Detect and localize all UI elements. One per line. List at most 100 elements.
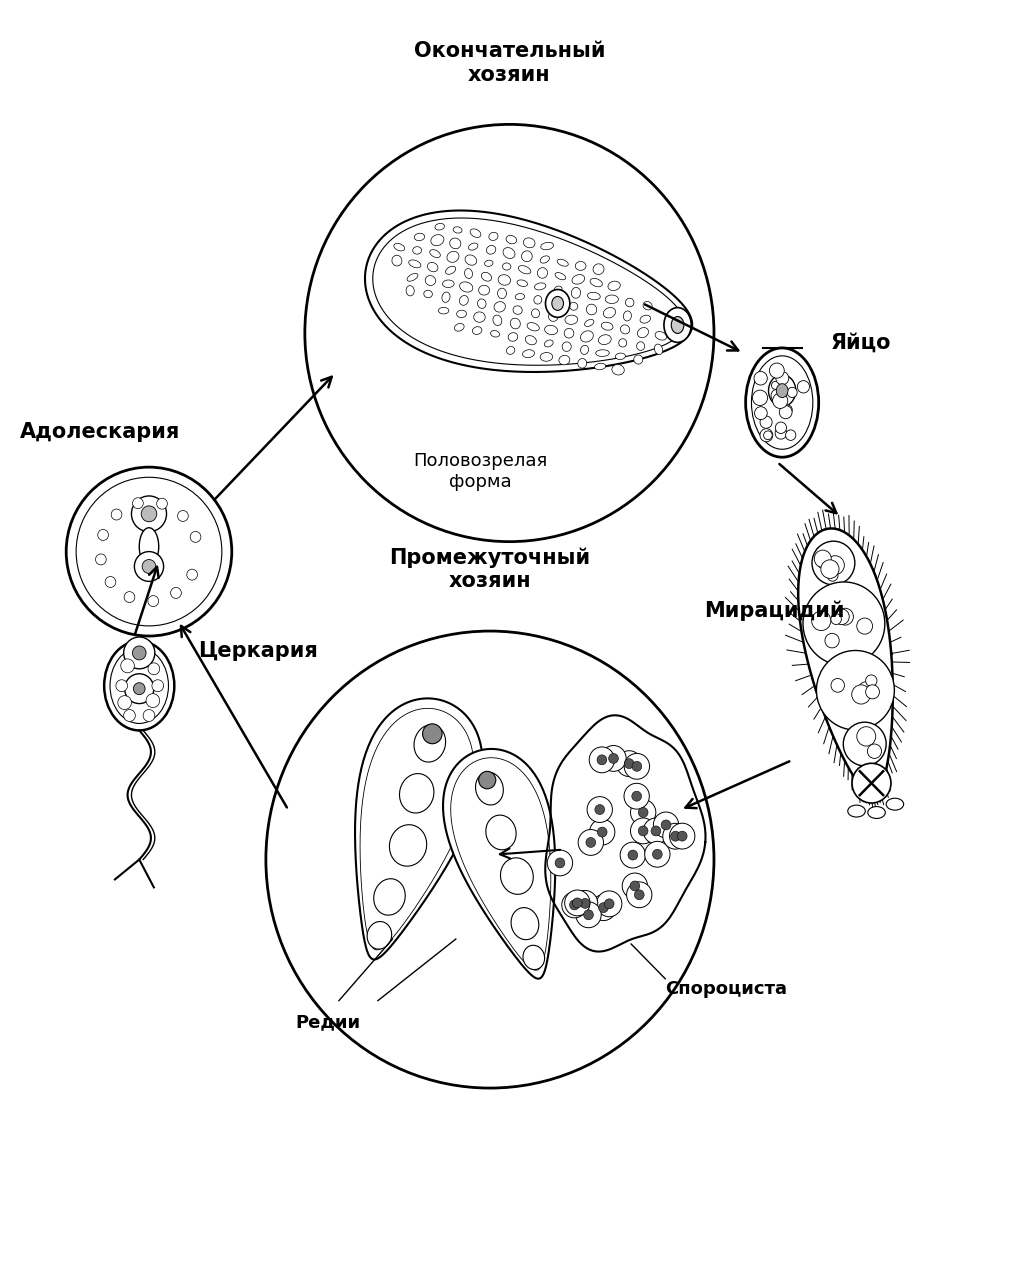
- Circle shape: [601, 746, 626, 771]
- Ellipse shape: [485, 815, 516, 849]
- Polygon shape: [365, 210, 692, 371]
- Circle shape: [663, 824, 688, 849]
- Ellipse shape: [507, 347, 515, 355]
- Circle shape: [630, 881, 640, 890]
- Circle shape: [631, 819, 655, 844]
- Polygon shape: [443, 749, 555, 979]
- Ellipse shape: [596, 350, 609, 356]
- Circle shape: [171, 588, 181, 598]
- Circle shape: [769, 363, 784, 378]
- Circle shape: [586, 838, 596, 848]
- Circle shape: [591, 894, 616, 921]
- Ellipse shape: [450, 238, 461, 249]
- Ellipse shape: [457, 310, 467, 318]
- Text: Спороциста: Спороциста: [666, 980, 787, 998]
- Circle shape: [95, 553, 106, 565]
- Ellipse shape: [438, 307, 449, 314]
- Ellipse shape: [612, 365, 625, 375]
- Ellipse shape: [538, 268, 548, 278]
- Ellipse shape: [465, 269, 472, 278]
- Ellipse shape: [425, 275, 435, 286]
- Ellipse shape: [618, 338, 627, 347]
- Ellipse shape: [472, 327, 482, 334]
- Circle shape: [834, 608, 849, 625]
- Ellipse shape: [415, 233, 425, 241]
- Circle shape: [825, 633, 840, 648]
- Circle shape: [638, 807, 648, 817]
- Circle shape: [575, 902, 601, 927]
- Circle shape: [177, 511, 188, 521]
- Ellipse shape: [498, 288, 507, 298]
- Circle shape: [782, 405, 793, 415]
- Circle shape: [132, 646, 146, 660]
- Ellipse shape: [407, 286, 415, 296]
- Circle shape: [147, 596, 159, 606]
- Text: Половозрелая
форма: Половозрелая форма: [413, 452, 547, 491]
- Circle shape: [779, 406, 793, 419]
- Text: Промежуточный
хозяин: Промежуточный хозяин: [389, 547, 591, 592]
- Circle shape: [579, 830, 603, 856]
- Ellipse shape: [531, 309, 540, 318]
- Circle shape: [131, 496, 167, 532]
- Ellipse shape: [615, 354, 626, 360]
- Ellipse shape: [494, 301, 506, 313]
- Circle shape: [632, 792, 641, 801]
- Circle shape: [631, 799, 655, 825]
- Ellipse shape: [517, 281, 527, 287]
- Ellipse shape: [481, 273, 492, 281]
- Ellipse shape: [510, 318, 520, 329]
- Circle shape: [562, 892, 587, 918]
- Ellipse shape: [559, 355, 569, 365]
- Circle shape: [118, 696, 131, 710]
- Ellipse shape: [534, 296, 542, 304]
- Circle shape: [597, 755, 607, 765]
- Circle shape: [798, 380, 810, 393]
- Circle shape: [589, 747, 614, 772]
- Circle shape: [773, 393, 787, 409]
- Ellipse shape: [601, 323, 613, 330]
- Ellipse shape: [886, 798, 903, 810]
- Ellipse shape: [588, 292, 600, 300]
- Circle shape: [141, 506, 157, 521]
- Ellipse shape: [525, 336, 537, 345]
- Ellipse shape: [546, 290, 569, 318]
- Circle shape: [651, 826, 660, 836]
- Circle shape: [671, 831, 680, 842]
- Ellipse shape: [867, 807, 886, 819]
- Ellipse shape: [445, 266, 456, 274]
- Ellipse shape: [571, 287, 581, 298]
- Ellipse shape: [513, 306, 522, 314]
- Circle shape: [97, 529, 109, 541]
- Circle shape: [785, 430, 796, 441]
- Ellipse shape: [442, 292, 451, 302]
- Circle shape: [599, 903, 608, 912]
- Ellipse shape: [565, 315, 578, 324]
- Circle shape: [652, 849, 663, 860]
- Ellipse shape: [399, 774, 434, 813]
- Circle shape: [190, 532, 201, 542]
- Circle shape: [764, 430, 772, 439]
- Ellipse shape: [486, 246, 496, 254]
- Ellipse shape: [394, 243, 404, 251]
- Circle shape: [844, 722, 886, 766]
- Ellipse shape: [389, 825, 427, 866]
- Ellipse shape: [848, 806, 865, 817]
- Ellipse shape: [605, 295, 618, 304]
- Ellipse shape: [672, 316, 684, 333]
- Circle shape: [645, 842, 670, 867]
- Circle shape: [581, 898, 590, 908]
- Circle shape: [124, 592, 135, 602]
- Ellipse shape: [521, 251, 532, 261]
- Ellipse shape: [590, 278, 602, 287]
- Circle shape: [760, 429, 773, 442]
- Ellipse shape: [503, 263, 511, 270]
- Ellipse shape: [413, 247, 422, 254]
- Ellipse shape: [455, 324, 464, 332]
- Ellipse shape: [564, 328, 573, 338]
- Circle shape: [852, 685, 870, 705]
- Ellipse shape: [392, 255, 401, 266]
- Circle shape: [857, 726, 876, 746]
- Ellipse shape: [549, 298, 562, 307]
- Circle shape: [624, 783, 649, 810]
- Circle shape: [186, 569, 198, 580]
